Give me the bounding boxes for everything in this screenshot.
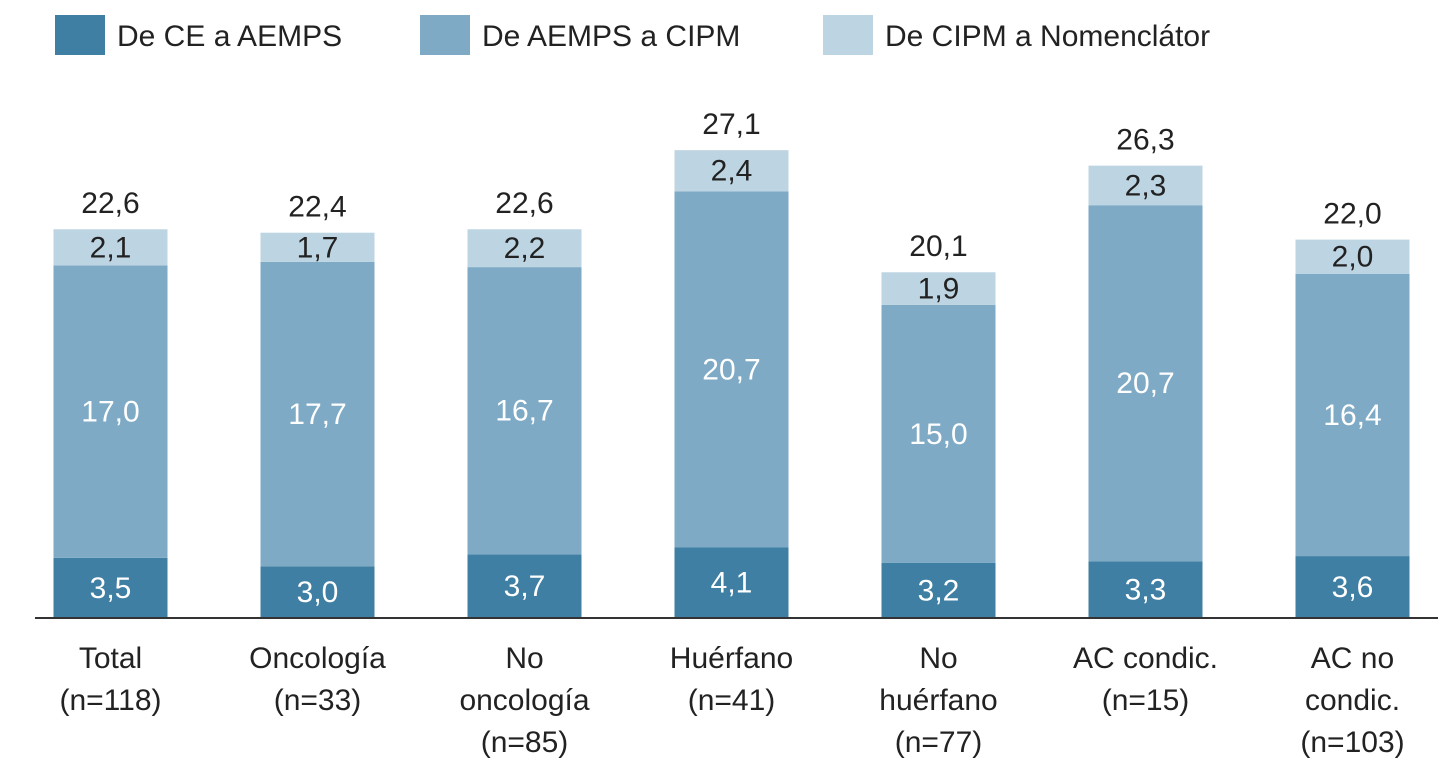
bar-segment	[467, 554, 582, 618]
segment-label: 3,0	[297, 576, 339, 609]
total-label: 22,6	[495, 187, 553, 220]
segment-label: 17,7	[288, 398, 346, 431]
total-label: 22,4	[288, 191, 346, 224]
segment-label: 20,7	[1116, 367, 1174, 400]
segment-label: 15,0	[909, 418, 967, 451]
x-tick-label: AC condic.	[1073, 642, 1218, 675]
x-tick-label: (n=33)	[274, 684, 362, 717]
segment-label: 3,5	[90, 572, 132, 605]
x-tick-label: (n=118)	[59, 684, 161, 717]
segment-label: 2,0	[1332, 241, 1374, 274]
x-tick-label: No	[919, 642, 957, 675]
bar-segment	[881, 272, 996, 305]
bar-segment	[260, 261, 375, 567]
segment-label: 3,7	[504, 570, 546, 603]
bar-segment	[260, 566, 375, 618]
bar-segment	[881, 304, 996, 563]
segment-label: 17,0	[81, 396, 139, 429]
segment-label: 1,7	[297, 231, 339, 264]
legend-swatch	[420, 15, 470, 55]
total-label: 20,1	[909, 230, 967, 263]
bar-segment	[1088, 561, 1203, 618]
segment-label: 2,2	[504, 232, 546, 265]
legend-label: De CE a AEMPS	[117, 20, 342, 53]
x-tick-label: Oncología	[249, 642, 386, 675]
bar-segment	[1088, 165, 1203, 206]
bar-segment	[1295, 274, 1410, 557]
legend-label: De AEMPS a CIPM	[482, 20, 740, 53]
bar-segment	[467, 229, 582, 268]
legend-swatch	[55, 15, 105, 55]
total-label: 27,1	[702, 108, 760, 141]
x-tick-label: Huérfano	[670, 642, 793, 675]
bar-segment	[1295, 556, 1410, 618]
bar-segment	[1088, 205, 1203, 562]
bar-segment	[53, 265, 168, 558]
x-tick-label: No	[505, 642, 543, 675]
x-tick-label: (n=103)	[1300, 726, 1404, 759]
segment-label: 2,1	[90, 231, 132, 264]
segment-label: 1,9	[918, 273, 960, 306]
segment-label: 2,3	[1125, 169, 1167, 202]
bar-segment	[53, 557, 168, 618]
bar-segment	[674, 547, 789, 618]
x-tick-label: condic.	[1305, 684, 1400, 717]
total-label: 22,6	[81, 187, 139, 220]
x-tick-label: (n=77)	[895, 726, 983, 759]
total-label: 26,3	[1116, 124, 1174, 157]
segment-label: 3,2	[918, 574, 960, 607]
x-tick-label: (n=15)	[1102, 684, 1190, 717]
bar-segment	[674, 150, 789, 192]
segment-label: 4,1	[711, 567, 753, 600]
bar-segment	[1295, 239, 1410, 274]
legend-label: De CIPM a Nomenclátor	[885, 20, 1210, 53]
total-label: 22,0	[1323, 198, 1381, 231]
segment-label: 16,4	[1323, 399, 1381, 432]
bar-segment	[674, 191, 789, 548]
bar-segment	[53, 229, 168, 266]
x-tick-label: huérfano	[879, 684, 997, 717]
segment-label: 2,4	[711, 155, 753, 188]
bar-segment	[260, 232, 375, 262]
bar-segment	[467, 267, 582, 555]
x-tick-label: AC no	[1311, 642, 1394, 675]
bar-segment	[881, 562, 996, 618]
x-tick-label: Total	[79, 642, 142, 675]
legend-swatch	[823, 15, 873, 55]
segment-label: 3,6	[1332, 571, 1374, 604]
segment-label: 20,7	[702, 353, 760, 386]
x-tick-label: (n=41)	[688, 684, 776, 717]
segment-label: 3,3	[1125, 574, 1167, 607]
segment-label: 16,7	[495, 395, 553, 428]
x-tick-label: (n=85)	[481, 726, 569, 759]
x-tick-label: oncología	[459, 684, 589, 717]
